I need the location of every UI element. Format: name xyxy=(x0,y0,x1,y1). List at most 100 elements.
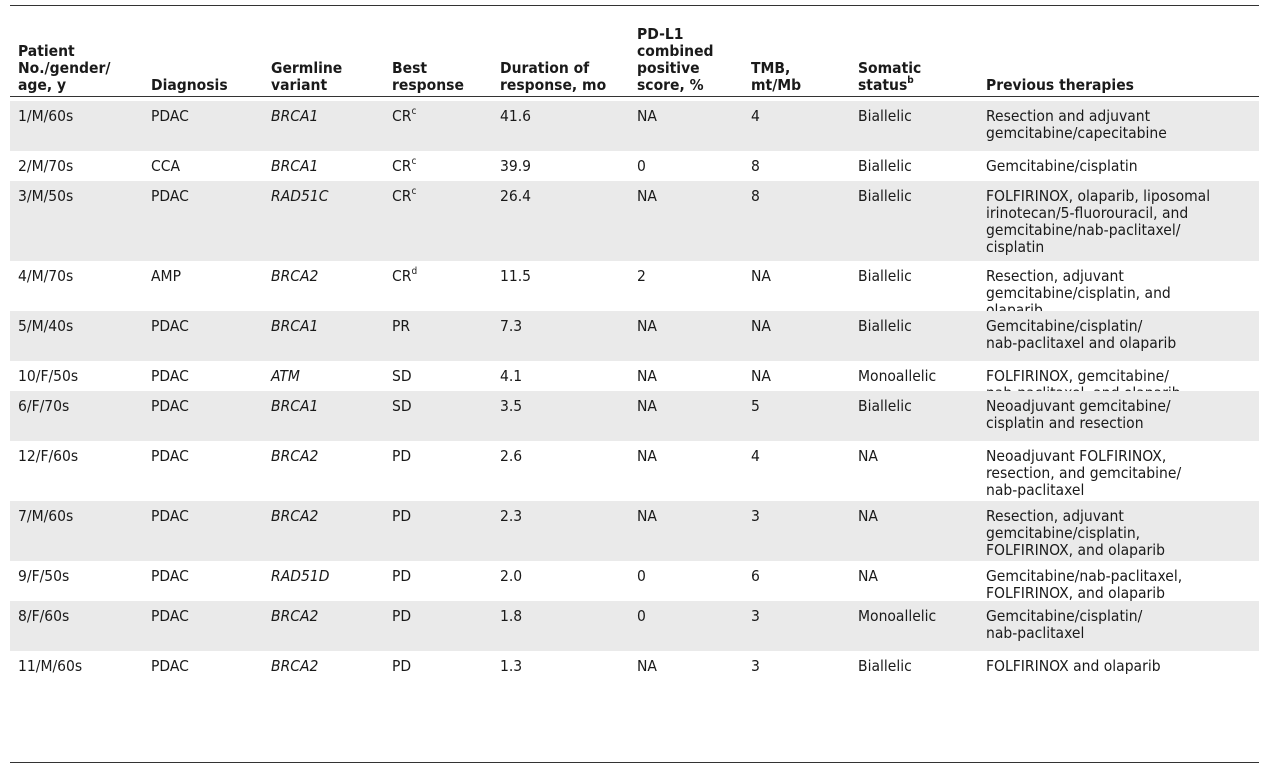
cell-therapies: Neoadjuvant gemcitabine/ cisplatin and r… xyxy=(986,398,1171,432)
cell-somatic: Biallelic xyxy=(858,268,912,285)
cell-diagnosis: AMP xyxy=(151,268,181,285)
cell-value: Resection, adjuvant gemcitabine/cisplati… xyxy=(986,507,1165,559)
cell-value: 4.1 xyxy=(500,367,523,385)
cell-value: 2.0 xyxy=(500,567,523,585)
cell-value: PDAC xyxy=(151,607,189,625)
cell-pdl1: 0 xyxy=(637,608,646,625)
cell-therapies: Resection, adjuvant gemcitabine/cisplati… xyxy=(986,268,1171,319)
cell-value: 7/M/60s xyxy=(18,507,74,525)
table-row: 4/M/70s AMP BRCA2 CRd 11.5 2 NA Biallelic Resect… xyxy=(10,261,1259,318)
cell-value: Biallelic xyxy=(858,187,912,205)
cell-value: RAD51D xyxy=(271,567,330,585)
cell-tmb: 3 xyxy=(751,508,760,525)
cell-tmb: 8 xyxy=(751,158,760,175)
cell-somatic: Biallelic xyxy=(858,108,912,125)
response-footnote-marker: d xyxy=(411,265,418,277)
cell-response: PD xyxy=(392,658,411,675)
header-diagnosis: Diagnosis xyxy=(151,77,228,94)
cell-duration: 7.3 xyxy=(500,318,522,335)
cell-value: 4 xyxy=(751,447,760,465)
cell-value: BRCA1 xyxy=(271,107,319,125)
cell-therapies: FOLFIRINOX, olaparib, liposomal irinotec… xyxy=(986,188,1210,256)
table-row: 6/F/70s PDAC BRCA1 SD 3.5 NA 5 Biallelic Neoadju… xyxy=(10,391,1259,441)
cell-value: 12/F/60s xyxy=(18,447,79,465)
cell-value: NA xyxy=(858,567,878,585)
cell-response: PR xyxy=(392,318,410,335)
header-variant: Germline variant xyxy=(271,60,342,94)
cell-pdl1: NA xyxy=(637,508,657,525)
cell-value: 0 xyxy=(637,567,646,585)
cell-diagnosis: PDAC xyxy=(151,398,189,415)
cell-variant: BRCA2 xyxy=(271,658,318,675)
cell-value: 3/M/50s xyxy=(18,187,74,205)
table-row: 1/M/60s PDAC BRCA1 CRc 41.6 NA 4 Biallelic Resec… xyxy=(10,101,1259,151)
cell-duration: 2.6 xyxy=(500,448,522,465)
table-bottom-rule xyxy=(10,762,1259,763)
cell-value: Gemcitabine/cisplatin/ nab-paclitaxel xyxy=(986,607,1143,642)
cell-value: SD xyxy=(392,367,412,385)
table-row: 8/F/60s PDAC BRCA2 PD 1.8 0 3 Monoallelic Gemcit… xyxy=(10,601,1259,651)
cell-value: 6 xyxy=(751,567,760,585)
header-response: Best response xyxy=(392,60,464,94)
table-header: Patient No./gender/ age, y Diagnosis Germl… xyxy=(10,5,1259,97)
cell-value: PDAC xyxy=(151,447,189,465)
cell-value: BRCA2 xyxy=(271,447,319,465)
cell-value: PDAC xyxy=(151,187,189,205)
cell-value: 8 xyxy=(751,187,760,205)
cell-patient: 3/M/50s xyxy=(18,188,73,205)
cell-variant: BRCA1 xyxy=(271,108,318,125)
cell-therapies: Gemcitabine/cisplatin xyxy=(986,158,1138,175)
cell-value: NA xyxy=(637,107,657,125)
cell-variant: BRCA1 xyxy=(271,158,318,175)
cell-value: PDAC xyxy=(151,367,189,385)
cell-value: Neoadjuvant gemcitabine/ cisplatin and r… xyxy=(986,397,1171,432)
cell-duration: 39.9 xyxy=(500,158,531,175)
cell-value: 11/M/60s xyxy=(18,657,83,675)
cell-value: 3 xyxy=(751,657,760,675)
cell-value: Gemcitabine/cisplatin/ nab-paclitaxel an… xyxy=(986,317,1177,352)
cell-patient: 9/F/50s xyxy=(18,568,69,585)
cell-value: Monoallelic xyxy=(858,607,937,625)
cell-value: 39.9 xyxy=(500,157,532,175)
cell-somatic: Biallelic xyxy=(858,398,912,415)
header-label: Patient No./gender/ age, y xyxy=(18,42,111,94)
cell-tmb: NA xyxy=(751,318,771,335)
cell-therapies: Gemcitabine/nab-paclitaxel, FOLFIRINOX, … xyxy=(986,568,1182,602)
cell-value: Gemcitabine/nab-paclitaxel, FOLFIRINOX, … xyxy=(986,567,1183,602)
cell-value: PDAC xyxy=(151,507,189,525)
cell-therapies: FOLFIRINOX and olaparib xyxy=(986,658,1161,675)
cell-value: CR xyxy=(392,187,412,205)
cell-pdl1: NA xyxy=(637,658,657,675)
header-patient: Patient No./gender/ age, y xyxy=(18,43,110,94)
cell-value: PDAC xyxy=(151,657,189,675)
cell-variant: BRCA2 xyxy=(271,268,318,285)
header-footnote-marker: b xyxy=(907,74,914,86)
cell-patient: 6/F/70s xyxy=(18,398,69,415)
header-label: Duration of response, mo xyxy=(500,59,607,94)
cell-response: PD xyxy=(392,508,411,525)
cell-value: Biallelic xyxy=(858,107,912,125)
header-label: Somatic status xyxy=(858,59,922,94)
cell-variant: ATM xyxy=(271,368,300,385)
cell-duration: 3.5 xyxy=(500,398,522,415)
cell-somatic: Biallelic xyxy=(858,318,912,335)
cell-value: PDAC xyxy=(151,567,189,585)
cell-value: ATM xyxy=(271,367,300,385)
cell-value: PDAC xyxy=(151,107,189,125)
cell-variant: BRCA2 xyxy=(271,508,318,525)
cell-diagnosis: PDAC xyxy=(151,368,189,385)
cell-value: NA xyxy=(637,507,657,525)
cell-value: 26.4 xyxy=(500,187,532,205)
cell-tmb: 3 xyxy=(751,658,760,675)
cell-therapies: Neoadjuvant FOLFIRINOX, resection, and g… xyxy=(986,448,1181,499)
response-footnote-marker: c xyxy=(411,155,417,167)
cell-tmb: 4 xyxy=(751,448,760,465)
cell-value: 11.5 xyxy=(500,267,532,285)
cell-somatic: Monoallelic xyxy=(858,608,936,625)
cell-value: CR xyxy=(392,157,412,175)
cell-value: 2.3 xyxy=(500,507,523,525)
header-pdl1: PD-L1 combined positive score, % xyxy=(637,26,714,94)
header-tmb: TMB, mt/Mb xyxy=(751,60,801,94)
cell-somatic: NA xyxy=(858,568,878,585)
cell-value: BRCA2 xyxy=(271,267,319,285)
